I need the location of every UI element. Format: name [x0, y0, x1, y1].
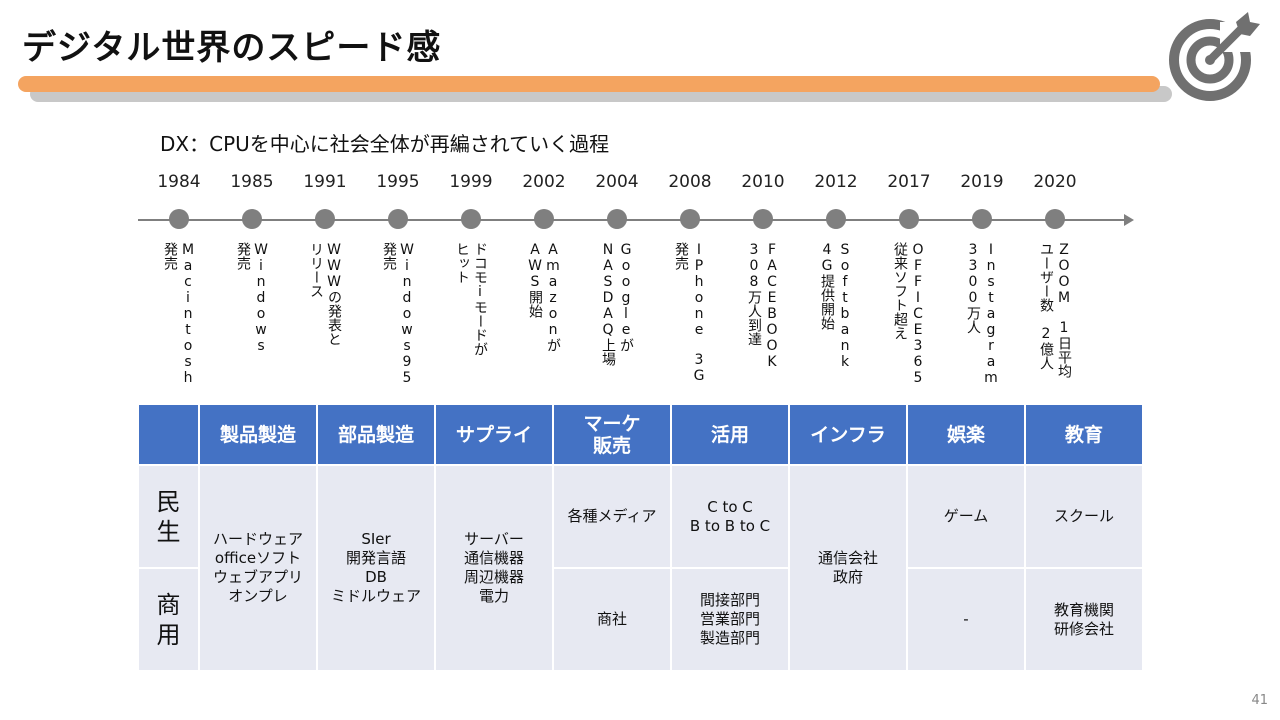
timeline-year: 1991	[303, 172, 347, 192]
timeline-description: ZOOM 1日平均 ユーザー数 2億人	[1038, 242, 1072, 378]
timeline-description: Softbank 4G提供開始	[819, 242, 853, 370]
row-label-consumer: 民 生	[137, 464, 200, 569]
column-header: 娯楽	[906, 403, 1026, 466]
cell-infra: 通信会社 政府	[788, 464, 908, 672]
timeline-dot	[753, 209, 773, 229]
cell-commercial-education: 教育機関 研修会社	[1024, 567, 1144, 672]
title-underline-bar	[18, 76, 1160, 92]
timeline-description: Amazonが AWS開始	[527, 242, 561, 352]
timeline-year: 2017	[887, 172, 931, 192]
column-header: 活用	[670, 403, 790, 466]
timeline-dot	[607, 209, 627, 229]
cell-consumer-marketing: 各種メディア	[552, 464, 672, 569]
cell-commercial-usage: 間接部門 営業部門 製造部門	[670, 567, 790, 672]
timeline-event: 1991 WWWの発表と リリース	[288, 172, 362, 346]
column-header: 教育	[1024, 403, 1144, 466]
subtitle: DX：CPUを中心に社会全体が再編されていく過程	[160, 132, 610, 156]
target-arrow-icon	[1169, 12, 1260, 101]
column-header: インフラ	[788, 403, 908, 466]
timeline-description: Windows95 発売	[381, 242, 415, 386]
timeline-year: 2002	[522, 172, 566, 192]
timeline-description: Macintosh 発売	[162, 242, 196, 386]
timeline-description: Windows 発売	[235, 242, 269, 354]
timeline-event: 1984 Macintosh 発売	[142, 172, 216, 386]
column-header: 製品製造	[198, 403, 318, 466]
timeline-year: 2020	[1033, 172, 1077, 192]
timeline-description: IPhone 3G 発売	[673, 242, 707, 384]
timeline-dot	[388, 209, 408, 229]
cell-supply: サーバー 通信機器 周辺機器 電力	[434, 464, 554, 672]
timeline-year: 1984	[157, 172, 201, 192]
timeline-event: 1995 Windows95 発売	[361, 172, 435, 386]
timeline-dot	[972, 209, 992, 229]
cell-parts-manufacturing: SIer 開発言語 DB ミドルウェア	[316, 464, 436, 672]
timeline-description: Instagram 3300万人	[965, 242, 999, 386]
column-header: マーケ 販売	[552, 403, 672, 466]
cell-consumer-education: スクール	[1024, 464, 1144, 569]
page-title: デジタル世界のスピード感	[22, 28, 442, 68]
timeline-year: 1999	[449, 172, 493, 192]
timeline-axis	[138, 219, 1126, 221]
timeline-year: 1995	[376, 172, 420, 192]
timeline-description: FACEBOOK 308万人到達	[746, 242, 780, 370]
timeline-dot	[315, 209, 335, 229]
timeline-year: 2004	[595, 172, 639, 192]
timeline-year: 2010	[741, 172, 785, 192]
timeline-event: 2020 ZOOM 1日平均 ユーザー数 2億人	[1018, 172, 1092, 378]
column-header: サプライ	[434, 403, 554, 466]
timeline-event: 1985 Windows 発売	[215, 172, 289, 354]
table-corner-cell	[137, 403, 200, 466]
timeline-dot	[242, 209, 262, 229]
timeline-event: 2004 Googleが NASDAQ上場	[580, 172, 654, 366]
timeline-dot	[534, 209, 554, 229]
timeline-dot	[826, 209, 846, 229]
page-number: 41	[1251, 693, 1268, 708]
timeline-dot	[680, 209, 700, 229]
timeline-dot	[899, 209, 919, 229]
row-label-commercial: 商 用	[137, 567, 200, 672]
industry-table: 製品製造 部品製造 サプライ マーケ 販売 活用 インフラ 娯楽 教育 民 生 …	[137, 403, 1144, 672]
timeline-event: 2017 OFFICE365 従来ソフト超え	[872, 172, 946, 386]
table-header-row: 製品製造 部品製造 サプライ マーケ 販売 活用 インフラ 娯楽 教育	[137, 403, 1144, 466]
timeline-event: 2019 Instagram 3300万人	[945, 172, 1019, 386]
timeline-event: 2008 IPhone 3G 発売	[653, 172, 727, 384]
cell-consumer-usage: C to C B to B to C	[670, 464, 790, 569]
timeline-event: 2012 Softbank 4G提供開始	[799, 172, 873, 370]
timeline-year: 2008	[668, 172, 712, 192]
timeline-year: 2019	[960, 172, 1004, 192]
column-header: 部品製造	[316, 403, 436, 466]
table-row: 商 用 商社 間接部門 営業部門 製造部門 - 教育機関 研修会社	[137, 567, 1144, 672]
cell-commercial-entertainment: -	[906, 567, 1026, 672]
timeline-event: 2010 FACEBOOK 308万人到達	[726, 172, 800, 370]
timeline-description: Googleが NASDAQ上場	[600, 242, 634, 366]
table-row: 民 生 ハードウェア officeソフト ウェブアプリ オンプレ SIer 開発…	[137, 464, 1144, 672]
timeline-year: 2012	[814, 172, 858, 192]
timeline-event: 2002 Amazonが AWS開始	[507, 172, 581, 352]
cell-consumer-entertainment: ゲーム	[906, 464, 1026, 569]
timeline-arrowhead	[1124, 214, 1134, 226]
timeline-event: 1999 ドコモiモードが ヒット	[434, 172, 508, 356]
timeline-description: WWWの発表と リリース	[308, 242, 342, 346]
timeline-dot	[461, 209, 481, 229]
timeline-dot	[1045, 209, 1065, 229]
timeline-description: OFFICE365 従来ソフト超え	[892, 242, 926, 386]
timeline-description: ドコモiモードが ヒット	[454, 242, 488, 356]
timeline-year: 1985	[230, 172, 274, 192]
cell-product-manufacturing: ハードウェア officeソフト ウェブアプリ オンプレ	[198, 464, 318, 672]
cell-commercial-marketing: 商社	[552, 567, 672, 672]
timeline-dot	[169, 209, 189, 229]
